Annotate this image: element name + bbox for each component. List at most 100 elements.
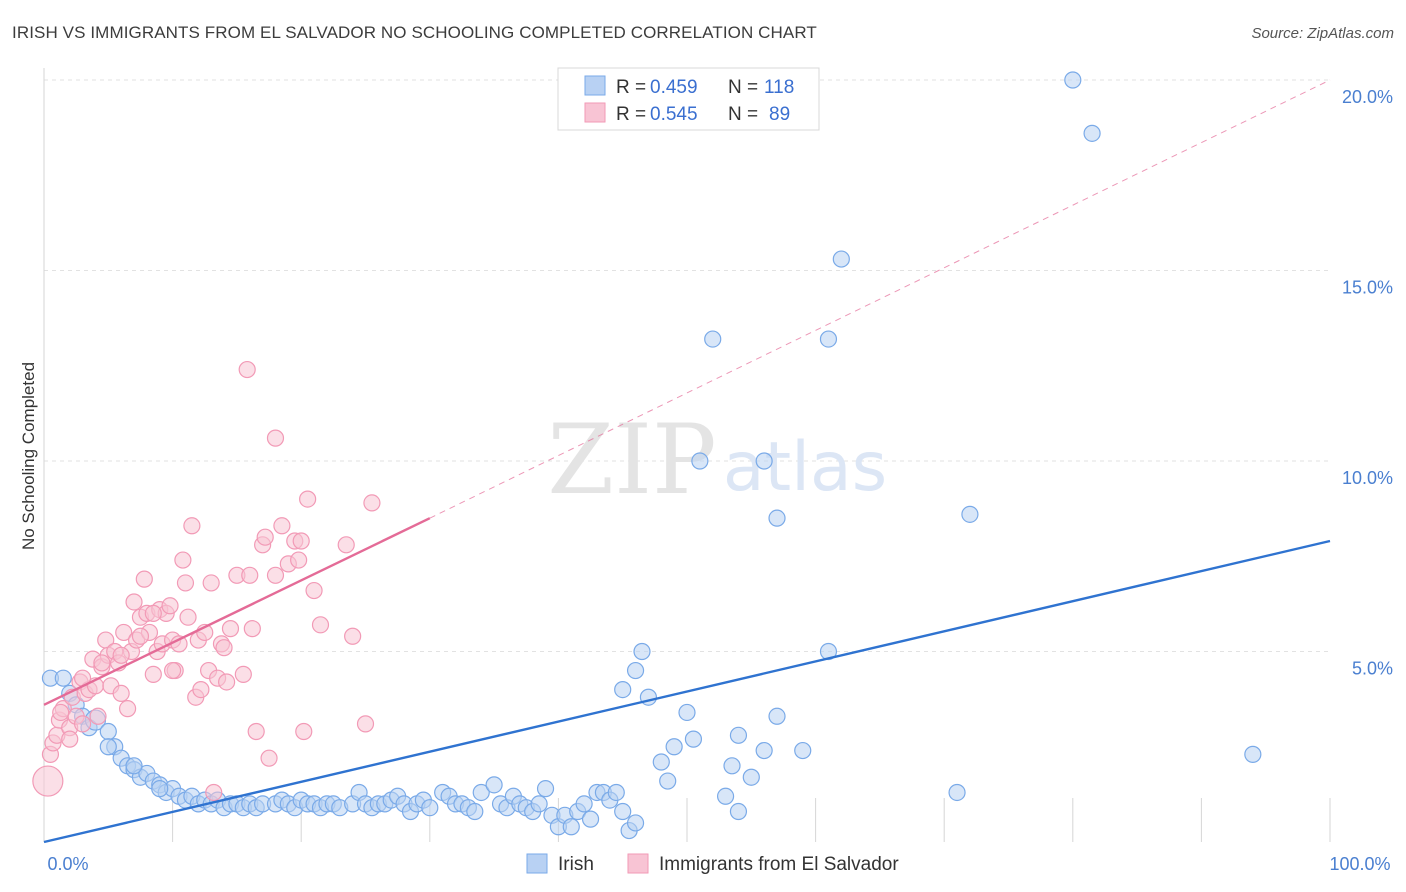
- point-irish-7: [99, 722, 117, 741]
- point-salvador-26: [125, 593, 143, 611]
- point-salvador-68: [273, 517, 291, 535]
- y-tick-label-2: 15.0%: [1342, 278, 1393, 298]
- point-irish-71: [536, 780, 555, 798]
- point-salvador-65: [260, 749, 278, 767]
- point-salvador-81: [112, 646, 130, 664]
- point-salvador-60: [241, 566, 259, 584]
- point-salvador-22: [112, 684, 130, 703]
- point-irish-62: [472, 783, 490, 802]
- point-irish-94: [684, 730, 703, 748]
- point-irish-82: [607, 783, 625, 802]
- trend-line-irish: [43, 539, 1331, 844]
- point-salvador-73: [295, 722, 313, 741]
- point-irish-100: [729, 726, 748, 744]
- y-tick-labels: 5.0% 10.0% 15.0% 20.0%: [1342, 87, 1393, 679]
- point-salvador-24: [118, 700, 137, 718]
- point-salvador-83: [144, 604, 162, 623]
- point-irish-111: [961, 505, 979, 523]
- point-salvador-43: [179, 608, 197, 626]
- point-salvador-37: [161, 597, 179, 615]
- point-irish-90: [652, 753, 670, 771]
- point-irish-95: [691, 452, 709, 470]
- point-salvador-61: [243, 620, 261, 638]
- source-label: Source: ZipAtlas.com: [1251, 25, 1394, 42]
- legend-n-label-salvador: N =: [728, 104, 758, 125]
- y-tick-label-1: 10.0%: [1342, 468, 1393, 488]
- point-salvador-15: [89, 707, 107, 725]
- point-salvador-72: [292, 532, 310, 550]
- point-irish-87: [626, 661, 645, 680]
- point-irish-83: [614, 802, 632, 821]
- y-tick-label-0: 5.0%: [1352, 659, 1393, 679]
- point-irish-98: [723, 757, 741, 775]
- point-salvador-54: [215, 639, 233, 657]
- point-irish-109: [832, 250, 850, 268]
- x-tick-labels: 0.0% 100.0%: [47, 854, 1390, 874]
- point-irish-85: [626, 814, 645, 832]
- point-irish-117: [151, 780, 169, 798]
- x-tick-label-0: 0.0%: [47, 854, 88, 874]
- point-irish-75: [562, 818, 580, 836]
- x-tick-label-1: 100.0%: [1329, 854, 1390, 874]
- legend-n-label-irish: N =: [728, 77, 758, 98]
- bottom-legend-swatch-irish: [526, 853, 548, 874]
- point-irish-101: [742, 768, 760, 786]
- point-irish-110: [948, 783, 966, 802]
- point-irish-77: [575, 795, 593, 813]
- point-irish-104: [768, 707, 786, 725]
- trend-line-salvador: [43, 517, 431, 706]
- point-salvador-76: [311, 616, 330, 634]
- point-salvador-23: [115, 623, 133, 642]
- point-irish-107: [819, 330, 838, 348]
- point-irish-103: [755, 741, 773, 760]
- point-irish-112: [1064, 71, 1082, 89]
- y-axis-label: No Schooling Completed: [19, 362, 38, 550]
- bottom-legend-label-irish: Irish: [558, 854, 594, 875]
- point-salvador-58: [234, 665, 252, 683]
- point-irish-106: [794, 741, 812, 760]
- legend-r-value-salvador: 0.545: [650, 104, 698, 125]
- point-irish-97: [716, 787, 735, 805]
- bottom-legend-swatch-salvador: [627, 853, 649, 874]
- point-salvador-66: [266, 566, 285, 584]
- point-irish-105: [768, 509, 786, 527]
- point-irish-55: [421, 799, 439, 817]
- point-salvador-82: [131, 627, 150, 645]
- point-irish-96: [704, 330, 722, 348]
- point-salvador-44: [183, 517, 201, 535]
- point-irish-61: [466, 802, 484, 821]
- point-salvador-32: [144, 665, 162, 683]
- point-irish-93: [678, 703, 696, 722]
- watermark-zip: ZIP: [547, 404, 716, 516]
- point-salvador-0: [32, 765, 64, 797]
- trend-extension-1: [429, 79, 1331, 519]
- point-salvador-62: [247, 722, 265, 741]
- point-salvador-85: [61, 730, 79, 748]
- point-irish-63: [485, 776, 503, 794]
- point-irish-113: [1083, 124, 1101, 142]
- point-salvador-10: [73, 715, 92, 733]
- point-irish-116: [125, 757, 143, 775]
- point-irish-78: [581, 810, 600, 828]
- legend-r-label-salvador: R =: [616, 104, 646, 125]
- point-salvador-55: [218, 673, 236, 691]
- point-irish-102: [755, 452, 773, 470]
- trend-lines: [43, 79, 1331, 844]
- point-salvador-80: [363, 494, 381, 512]
- point-salvador-51: [205, 783, 223, 802]
- point-irish-91: [659, 772, 677, 790]
- point-irish-70: [530, 795, 548, 813]
- y-tick-label-3: 20.0%: [1342, 87, 1393, 107]
- point-salvador-47: [192, 680, 210, 699]
- point-irish-1: [54, 669, 72, 687]
- bottom-legend-label-salvador: Immigrants from El Salvador: [659, 854, 899, 875]
- point-irish-88: [633, 642, 651, 661]
- point-irish-92: [665, 738, 683, 756]
- point-salvador-71: [290, 551, 308, 569]
- point-salvador-79: [356, 715, 375, 733]
- point-salvador-29: [135, 570, 153, 588]
- point-salvador-56: [221, 620, 240, 638]
- point-salvador-78: [344, 627, 362, 645]
- point-irish-114: [1244, 745, 1262, 763]
